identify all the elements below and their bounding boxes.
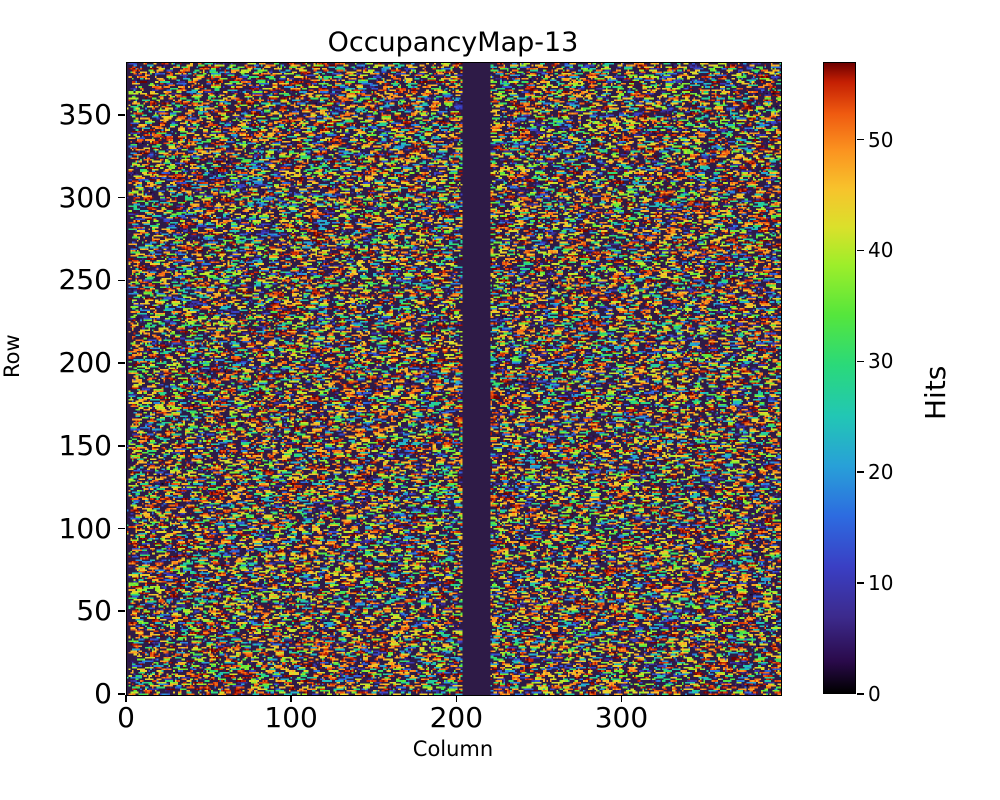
y-tick-mark (118, 527, 125, 530)
y-tick-label: 50 (76, 594, 112, 628)
colorbar-tick-label: 40 (868, 238, 894, 263)
y-tick-mark (118, 279, 125, 282)
x-axis-label: Column (412, 737, 494, 761)
x-tick-label: 0 (117, 701, 135, 734)
page-title: OccupancyMap-13 (327, 27, 579, 58)
colorbar-tick-mark (857, 582, 864, 584)
heatmap-image (127, 63, 781, 695)
x-tick-mark (125, 695, 127, 702)
colorbar-tick-mark (857, 693, 864, 695)
y-tick-label: 0 (94, 677, 112, 710)
colorbar-tick-label: 20 (868, 460, 894, 485)
x-tick-mark (620, 695, 623, 702)
colorbar-tick-mark (857, 471, 864, 474)
x-tick-label: 200 (429, 701, 484, 734)
colorbar-label: Hits (919, 365, 952, 420)
y-tick-label: 300 (58, 180, 112, 214)
colorbar-tick-label: 0 (868, 682, 881, 706)
colorbar-tick-label: 50 (868, 127, 894, 152)
heatmap-plot-area[interactable] (126, 62, 782, 696)
y-tick-mark (118, 445, 125, 447)
y-tick-mark (118, 114, 125, 116)
colorbar-tick-mark (857, 360, 864, 363)
y-tick-label: 200 (58, 346, 112, 380)
colorbar[interactable]: 0 10 20 30 40 50 (823, 62, 893, 705)
y-tick-mark (118, 693, 125, 695)
y-tick-label: 150 (58, 428, 112, 462)
y-tick-label: 100 (58, 511, 112, 545)
y-tick-label: 250 (58, 263, 112, 297)
x-tick-label: 100 (264, 701, 318, 734)
y-tick-mark (118, 362, 125, 364)
colorbar-gradient (823, 62, 856, 694)
colorbar-tick-label: 30 (868, 349, 894, 374)
y-tick-mark (118, 610, 125, 613)
colorbar-tick-label: 10 (868, 571, 894, 596)
x-tick-mark (455, 695, 458, 702)
x-tick-mark (290, 695, 292, 702)
colorbar-tick-mark (857, 249, 864, 252)
x-tick-label: 300 (594, 701, 649, 734)
y-tick-label: 350 (58, 97, 112, 131)
colorbar-tick-mark (857, 138, 864, 141)
y-tick-mark (118, 196, 125, 199)
